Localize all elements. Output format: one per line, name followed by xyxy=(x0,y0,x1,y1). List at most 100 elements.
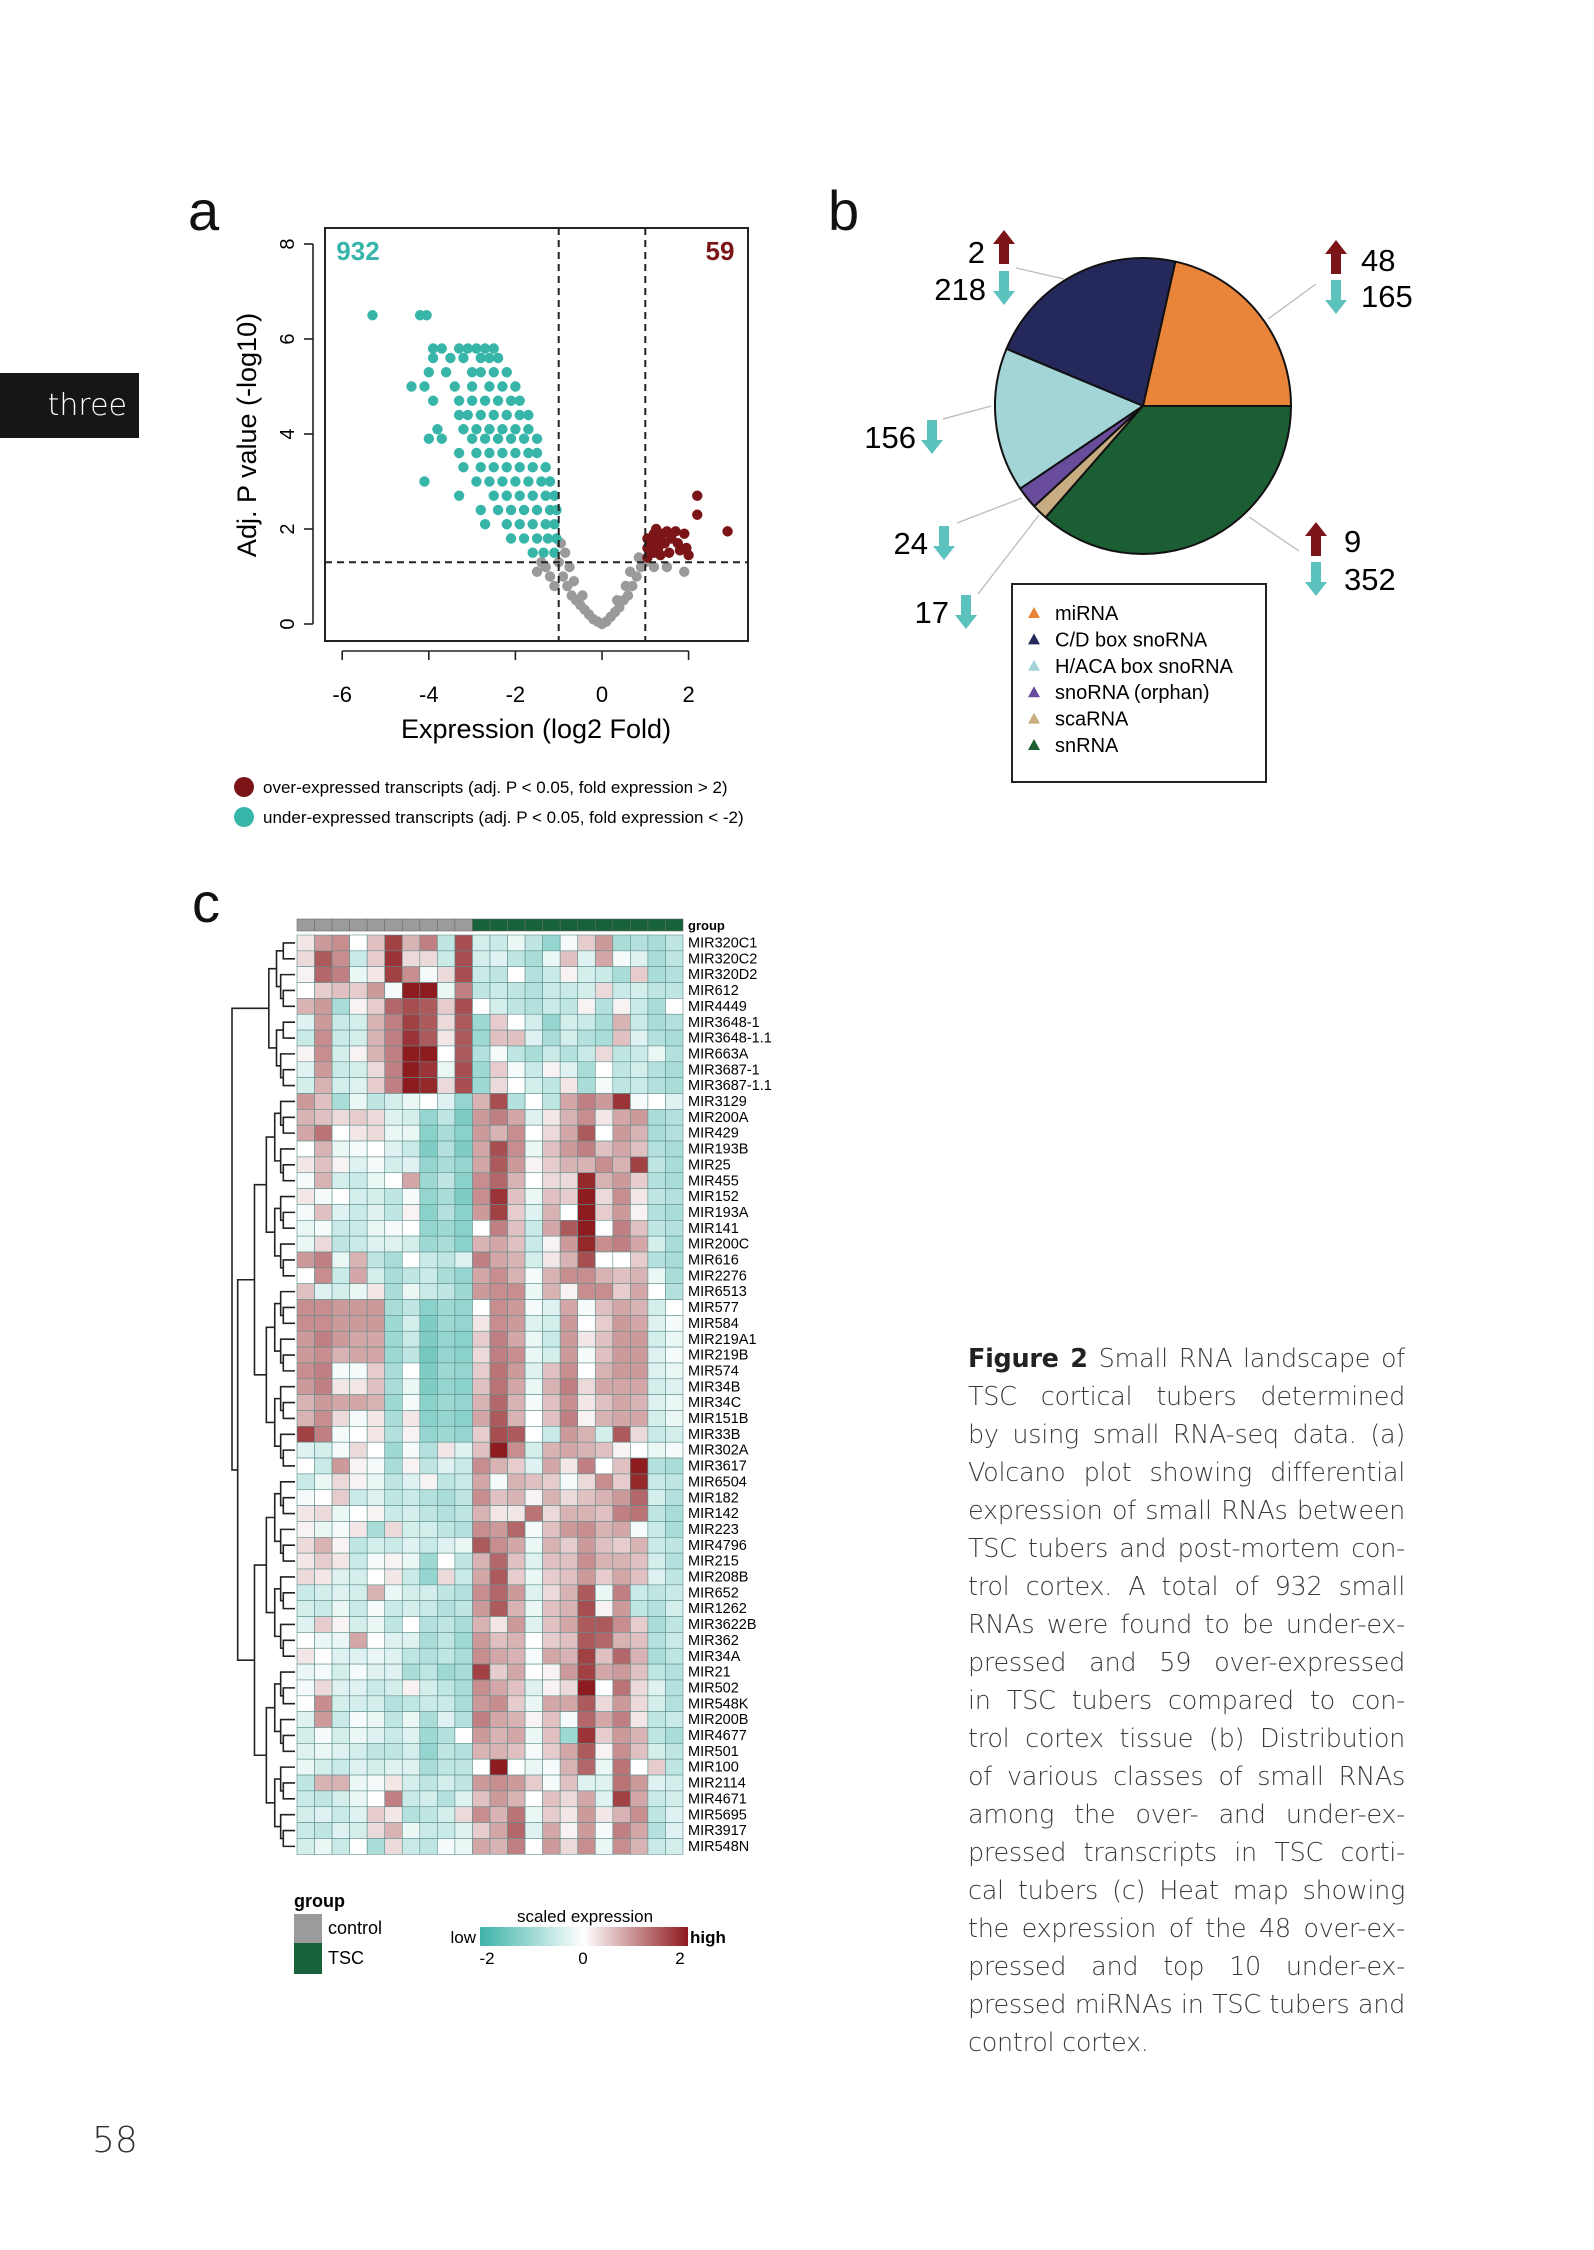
heatmap-cell xyxy=(454,1632,473,1649)
heatmap-cell xyxy=(437,1679,456,1697)
heatmap-cell xyxy=(507,1124,526,1142)
heatmap-cell xyxy=(630,1109,649,1126)
heatmap-cell xyxy=(419,1727,438,1744)
heatmap-cell xyxy=(612,1299,631,1316)
heatmap-cell xyxy=(366,1077,386,1094)
heatmap-cell xyxy=(612,982,631,999)
heatmap-cell xyxy=(314,1251,333,1269)
heatmap-cell xyxy=(419,1045,438,1063)
data-point-under-expressed xyxy=(514,395,525,406)
heatmap-cell xyxy=(612,966,631,983)
heatmap-cell xyxy=(454,1426,473,1443)
data-point-under-expressed xyxy=(479,519,491,530)
heatmap-cell xyxy=(437,998,456,1015)
heatmap-cell xyxy=(366,1806,386,1823)
heatmap-cell xyxy=(401,1647,421,1665)
heatmap-cell xyxy=(437,1362,456,1380)
caption-line: TSC tubers and post-mortem con- xyxy=(968,1534,1405,1564)
heatmap-cell xyxy=(612,1489,631,1506)
heatmap-cell xyxy=(630,1505,649,1522)
heatmap-cell xyxy=(507,1489,526,1506)
heatmap-cell xyxy=(507,1077,526,1094)
heatmap-cell xyxy=(472,1394,491,1411)
heatmap-cell xyxy=(472,1251,491,1269)
heatmap-cell xyxy=(559,1774,579,1792)
heatmap-cell xyxy=(542,1790,561,1808)
data-point-under-expressed xyxy=(510,424,521,435)
pie-legend-label: C/D box snoRNA xyxy=(1055,629,1208,651)
heatmap-cell xyxy=(489,1315,508,1332)
heatmap-cell xyxy=(472,934,491,952)
leader-line-haca-snorna xyxy=(942,405,992,420)
data-point-not-significant xyxy=(544,571,556,582)
heatmap-cell xyxy=(594,1251,614,1269)
heatmap-cell xyxy=(349,1410,368,1427)
heatmap-cell xyxy=(349,1489,368,1506)
heatmap-cell xyxy=(507,1426,526,1443)
heatmap-cell xyxy=(472,998,491,1015)
heatmap-cell xyxy=(594,1426,614,1443)
pie-slice-h-aca-box-snorna xyxy=(994,347,1144,490)
dendrogram-branch xyxy=(282,1259,295,1277)
heatmap-cell xyxy=(665,1663,684,1681)
heatmap-cell xyxy=(296,1204,315,1221)
heatmap-cell xyxy=(594,1505,614,1522)
heatmap-cell xyxy=(612,1220,631,1237)
heatmap-cell xyxy=(542,1283,561,1300)
heatmap-cell xyxy=(542,1124,561,1142)
heatmap-cell xyxy=(366,1695,386,1712)
heatmap-cell xyxy=(612,1632,631,1649)
data-point-under-expressed xyxy=(505,433,517,444)
heatmap-cell xyxy=(419,1283,438,1300)
heatmap-cell xyxy=(384,1727,403,1744)
heatmap-cell xyxy=(542,1489,561,1506)
heatmap-cell xyxy=(401,1220,421,1237)
heatmap-cell xyxy=(665,1822,684,1839)
heatmap-cell xyxy=(401,1378,421,1395)
data-point-under-expressed xyxy=(549,519,560,530)
heatmap-cell xyxy=(630,1140,649,1158)
dendrogram-branch xyxy=(282,1068,295,1087)
heatmap-cell xyxy=(647,1061,666,1078)
heatmap-cell xyxy=(454,1616,473,1633)
heatmap-cell xyxy=(630,1124,649,1142)
heatmap-cell xyxy=(612,1093,631,1110)
heatmap-cell xyxy=(612,1505,631,1522)
data-point-under-expressed xyxy=(505,504,517,516)
heatmap-cell xyxy=(559,1346,579,1364)
row-label: MIR25 xyxy=(688,1157,731,1173)
heatmap-cell xyxy=(384,1029,403,1047)
heatmap-cell xyxy=(594,1378,614,1395)
heatmap-cell xyxy=(665,1711,684,1728)
group-cell-tsc xyxy=(577,918,596,932)
heatmap-cell xyxy=(647,1077,666,1094)
leader-line-cd-snorna xyxy=(1015,267,1065,280)
heatmap-cell xyxy=(401,1457,421,1475)
heatmap-cell xyxy=(454,1600,473,1617)
dendrogram-branch xyxy=(253,1564,267,1757)
heatmap-cell xyxy=(665,1394,684,1411)
heatmap-cell xyxy=(331,998,350,1015)
data-point-under-expressed xyxy=(542,533,554,544)
heatmap-cell xyxy=(454,1552,473,1570)
heatmap-cell xyxy=(647,1315,666,1332)
heatmap-cell xyxy=(507,998,526,1015)
data-point-under-expressed xyxy=(540,519,551,530)
heatmap-cell xyxy=(524,1838,543,1855)
heatmap-cell xyxy=(559,1568,579,1586)
heatmap-cell xyxy=(524,1568,543,1586)
heatmap-cell xyxy=(437,950,456,967)
heatmap-cell xyxy=(647,1473,666,1491)
heatmap-cell xyxy=(437,934,456,952)
heatmap-cell xyxy=(331,1346,350,1364)
data-point-under-expressed xyxy=(471,424,482,435)
data-point-under-expressed xyxy=(458,352,469,364)
heatmap-cell xyxy=(401,934,421,952)
row-label: MIR663A xyxy=(688,1046,749,1062)
heatmap-cell xyxy=(524,1315,543,1332)
legend-triangle-icon xyxy=(1028,607,1040,618)
pie-legend-label: snoRNA (orphan) xyxy=(1055,682,1210,704)
snrna-up-count: 9 xyxy=(1344,524,1361,559)
heatmap-cell xyxy=(612,950,631,967)
heatmap-cell xyxy=(331,1505,350,1522)
